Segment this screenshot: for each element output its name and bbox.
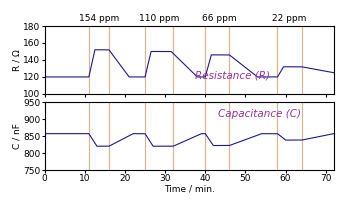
- X-axis label: Time / min.: Time / min.: [164, 185, 215, 194]
- Text: 154 ppm: 154 ppm: [79, 14, 119, 23]
- Text: 110 ppm: 110 ppm: [139, 14, 179, 23]
- Text: Capacitance (C): Capacitance (C): [218, 109, 301, 119]
- Y-axis label: C / nF: C / nF: [13, 123, 22, 149]
- Y-axis label: R / Ω: R / Ω: [13, 49, 22, 71]
- Text: Resistance (R): Resistance (R): [195, 71, 270, 81]
- Text: 66 ppm: 66 ppm: [202, 14, 237, 23]
- Text: 22 ppm: 22 ppm: [272, 14, 307, 23]
